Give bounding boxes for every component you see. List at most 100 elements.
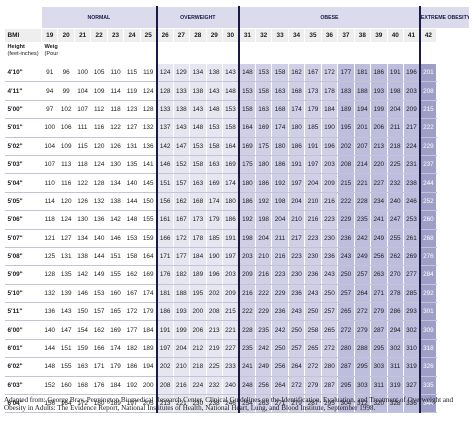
bmi-value: 38 (354, 28, 372, 42)
weight-cell: 249 (255, 357, 273, 377)
bmi-value: 23 (107, 28, 125, 42)
weight-cell: 191 (304, 137, 322, 156)
blank-cell (288, 42, 305, 64)
weight-cell: 153 (189, 137, 207, 156)
height-cell: 4'10" (4, 64, 42, 83)
weight-cell: 207 (354, 137, 372, 156)
weight-cell: 145 (140, 173, 158, 193)
table-row: 5'08" 125 131 138 144 151 158 164 171 177 184 190 19… (4, 247, 470, 267)
category-obese: OBESE (237, 6, 421, 29)
weight-cell: 243 (321, 265, 339, 285)
weight-cell: 286 (387, 302, 404, 322)
weight-cell: 181 (155, 284, 174, 304)
weight-cell: 229 (418, 137, 437, 156)
weight-cell: 201 (418, 64, 437, 83)
weight-cell: 138 (189, 81, 207, 101)
weight-cell: 124 (90, 155, 108, 175)
blank-cell (255, 42, 272, 64)
weight-cell: 148 (222, 81, 240, 101)
blank-cell (206, 42, 223, 64)
weight-cell: 120 (90, 137, 108, 156)
category-overweight: OVERWEIGHT (155, 6, 240, 29)
weight-cell: 287 (337, 357, 355, 377)
weight-cell: 184 (107, 376, 125, 396)
weight-cell: 168 (271, 100, 289, 120)
weight-cell: 328 (387, 394, 404, 414)
weight-cell: 138 (173, 100, 191, 120)
weight-cell: 169 (237, 137, 256, 156)
weight-cell: 221 (222, 320, 240, 340)
weight-cell: 243 (288, 302, 306, 322)
weight-cell: 238 (206, 394, 223, 414)
weight-cell: 225 (206, 357, 223, 377)
weight-cell: 186 (222, 210, 240, 230)
weight-cell: 197 (304, 155, 322, 175)
weight-cell: 204 (387, 100, 404, 120)
weight-cell: 252 (418, 192, 437, 212)
weight-cell: 127 (123, 118, 141, 138)
weight-cell: 174 (140, 284, 158, 304)
weight-cell: 311 (387, 357, 404, 377)
weight-cell: 223 (304, 229, 322, 248)
weight-cell: 172 (74, 394, 92, 414)
bmi-header-row: BMI 19 20 21 22 23 24 25 26 27 28 29 30 31 32 33 34 35 36… (4, 28, 470, 42)
weight-cell: 115 (123, 64, 141, 83)
weight-cell: 218 (387, 137, 404, 156)
blank-cell (321, 42, 338, 64)
weight-cell: 197 (288, 173, 306, 193)
weight-cell: 199 (173, 320, 191, 340)
weight-cell: 163 (206, 155, 223, 175)
weight-cell: 136 (140, 137, 158, 156)
weight-cell: 203 (237, 247, 256, 267)
bmi-table: NORMAL OVERWEIGHT OBESE EXTREME OBESITY BMI… (4, 6, 470, 414)
weight-cell: 250 (321, 284, 339, 304)
height-cell: 5'00" (4, 100, 42, 120)
weight-cell: 241 (237, 357, 256, 377)
weight-cell: 155 (57, 357, 75, 377)
weight-cell: 114 (41, 192, 59, 212)
weight-cell: 230 (288, 265, 306, 285)
weight-cell: 105 (90, 64, 108, 83)
blank-cell (418, 42, 437, 64)
weight-cell: 129 (173, 64, 191, 83)
weight-cell: 188 (173, 284, 191, 304)
weight-cell: 215 (337, 173, 355, 193)
blank-cell (57, 42, 75, 64)
weight-cell: 155 (140, 210, 158, 230)
weight-label: Weight (44, 44, 58, 50)
bmi-value: 19 (41, 28, 59, 42)
weight-cell: 151 (107, 247, 125, 267)
weight-cell: 295 (321, 394, 339, 414)
weight-cell: 194 (140, 357, 158, 377)
weight-cell: 148 (41, 357, 59, 377)
weight-cell: 208 (206, 302, 223, 322)
weight-cell: 236 (288, 284, 306, 304)
weight-cell: 128 (90, 173, 108, 193)
weight-cell: 204 (173, 339, 191, 359)
weight-cell: 250 (271, 339, 289, 359)
weight-cell: 204 (255, 229, 273, 248)
weight-cell: 204 (304, 173, 322, 193)
weight-cell: 205 (140, 394, 158, 414)
weight-cell: 157 (173, 173, 191, 193)
height-label: Height (7, 44, 25, 50)
blank-cell (387, 42, 404, 64)
weight-cell: 172 (123, 302, 141, 322)
weight-cell: 174 (222, 173, 240, 193)
table-row: 5'10" 132 139 146 153 160 167 174 181 188 195 202 20… (4, 284, 470, 304)
weight-cell: 134 (74, 229, 92, 248)
weight-cell: 153 (255, 64, 273, 83)
weight-cell: 184 (189, 247, 207, 267)
weight-cell: 204 (271, 210, 289, 230)
weight-cell: 138 (206, 64, 223, 83)
weight-cell: 236 (321, 247, 339, 267)
weight-cell: 312 (354, 394, 372, 414)
height-header: Height (feet-inches) (4, 42, 42, 64)
weight-cell: 255 (387, 229, 404, 248)
weight-cell: 221 (354, 173, 372, 193)
weight-cell: 216 (255, 265, 273, 285)
height-cell: 5'05" (4, 192, 42, 212)
weight-cell: 257 (337, 284, 355, 304)
weight-cell: 295 (337, 376, 355, 396)
weight-cell: 288 (354, 339, 372, 359)
